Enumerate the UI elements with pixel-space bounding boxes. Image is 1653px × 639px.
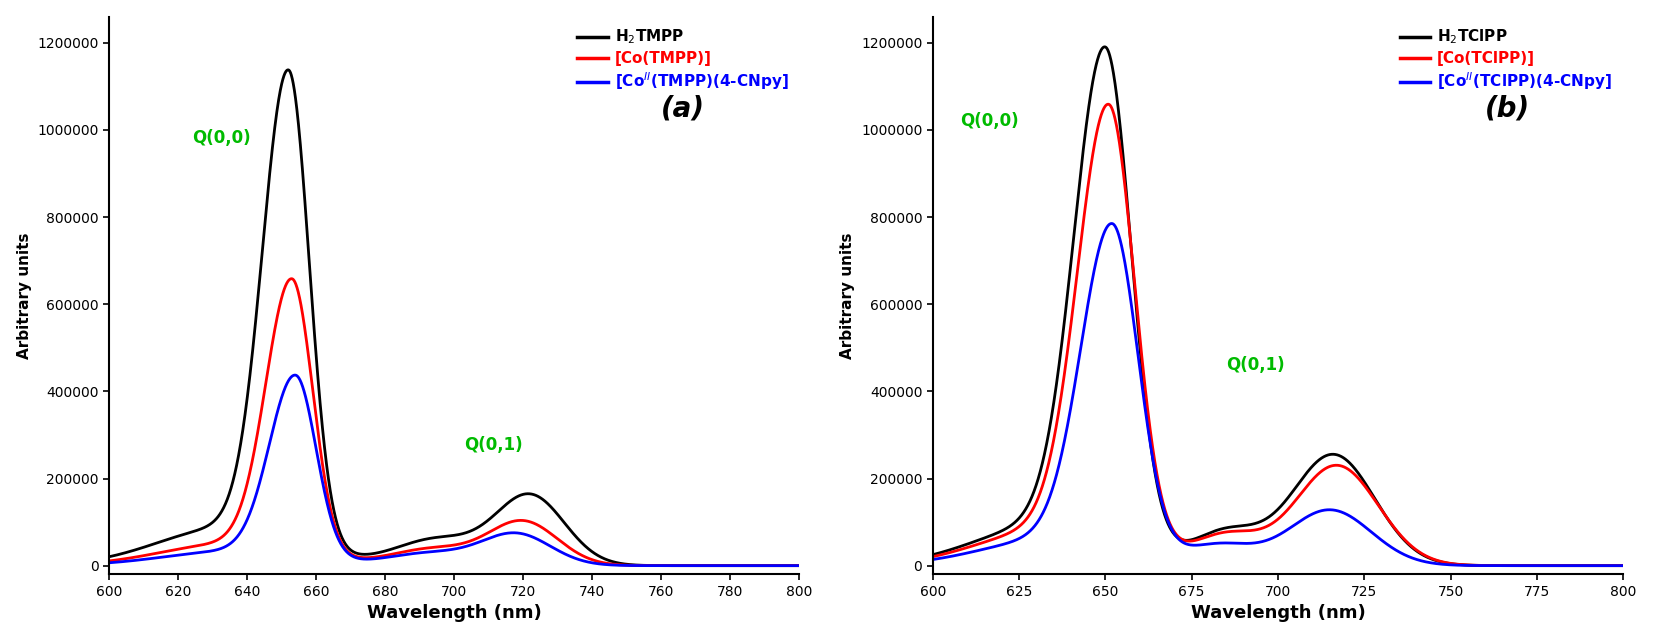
Legend: H$_2$TClPP, [Co(TClPP)], [Co$^{II}$(TClPP)(4-CNpy]: H$_2$TClPP, [Co(TClPP)], [Co$^{II}$(TClP… (1395, 24, 1617, 96)
Text: (b): (b) (1484, 95, 1531, 123)
Text: Q(0,0): Q(0,0) (192, 129, 251, 147)
Text: Q(0,0): Q(0,0) (960, 112, 1018, 130)
X-axis label: Wavelength (nm): Wavelength (nm) (1190, 604, 1365, 622)
Text: Q(0,1): Q(0,1) (1227, 355, 1284, 374)
Text: (a): (a) (661, 95, 706, 123)
Y-axis label: Arbitrary units: Arbitrary units (840, 232, 855, 358)
Text: Q(0,1): Q(0,1) (464, 436, 524, 454)
X-axis label: Wavelength (nm): Wavelength (nm) (367, 604, 542, 622)
Legend: H$_2$TMPP, [Co(TMPP)], [Co$^{II}$(TMPP)(4-CNpy]: H$_2$TMPP, [Co(TMPP)], [Co$^{II}$(TMPP)(… (574, 24, 792, 96)
Y-axis label: Arbitrary units: Arbitrary units (17, 232, 31, 358)
